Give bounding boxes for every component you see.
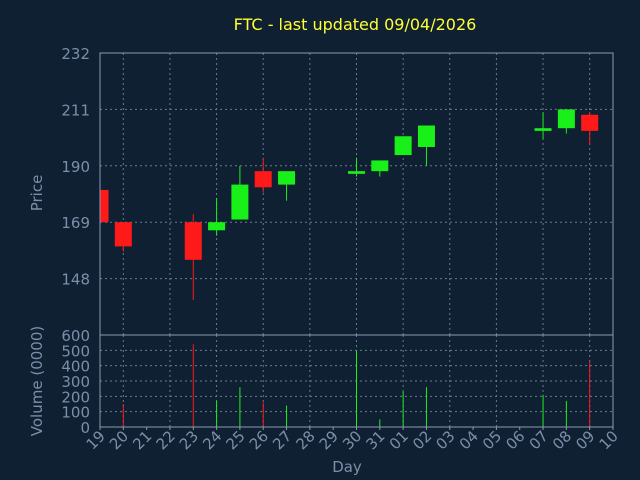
x-tick-label: 08 [549,427,575,453]
x-tick-label: 03 [432,427,458,453]
x-tick-label: 26 [246,427,272,453]
x-tick-label: 10 [596,427,622,453]
candle-body [254,171,272,188]
x-tick-label: 09 [572,427,598,453]
candle-body [581,114,599,131]
price-tick-label: 211 [61,101,90,119]
candle-body [100,189,109,223]
candle-body [371,160,389,172]
volume-panel-frame [99,334,614,428]
x-tick-label: 22 [153,427,179,453]
x-tick-label: 01 [386,427,412,453]
volume-tick-label: 600 [61,327,90,345]
x-tick-label: 02 [409,427,435,453]
x-tick-label: 05 [479,427,505,453]
volume-axis-label: Volume (0000) [28,326,46,436]
candle-body [348,171,365,174]
x-tick-label: 31 [362,427,388,453]
x-tick-label: 06 [502,427,528,453]
candle-body [208,222,226,231]
price-tick-label: 190 [61,158,90,176]
candle-body [184,222,202,260]
x-tick-label: 20 [106,427,132,453]
x-tick-label: 23 [176,427,202,453]
candle-body [278,171,296,185]
chart-title: FTC - last updated 09/04/2026 [234,15,477,34]
price-tick-label: 232 [61,45,90,63]
candle-body [114,222,132,247]
volume-tick-label: 0 [80,419,90,437]
candle-body [557,109,575,129]
x-tick-label: 07 [526,427,552,453]
candle-body [394,136,412,156]
volume-tick-label: 200 [61,388,90,406]
price-axis-label: Price [28,175,46,212]
x-tick-label: 29 [316,427,342,453]
x-tick-label: 25 [223,427,249,453]
x-tick-label: 28 [292,427,318,453]
volume-tick-label: 400 [61,358,90,376]
x-tick-label: 27 [269,427,295,453]
price-tick-label: 148 [61,271,90,289]
price-tick-label: 169 [61,214,90,232]
candle-body [534,128,552,131]
volume-tick-label: 500 [61,342,90,360]
x-tick-label: 30 [339,427,365,453]
candle-body [231,184,249,220]
x-tick-label: 24 [199,427,225,453]
x-tick-label: 21 [129,427,155,453]
volume-tick-label: 300 [61,373,90,391]
x-tick-label: 04 [456,427,482,453]
candle-body [417,125,435,147]
x-axis-label: Day [332,458,362,476]
volume-tick-label: 100 [61,404,90,422]
